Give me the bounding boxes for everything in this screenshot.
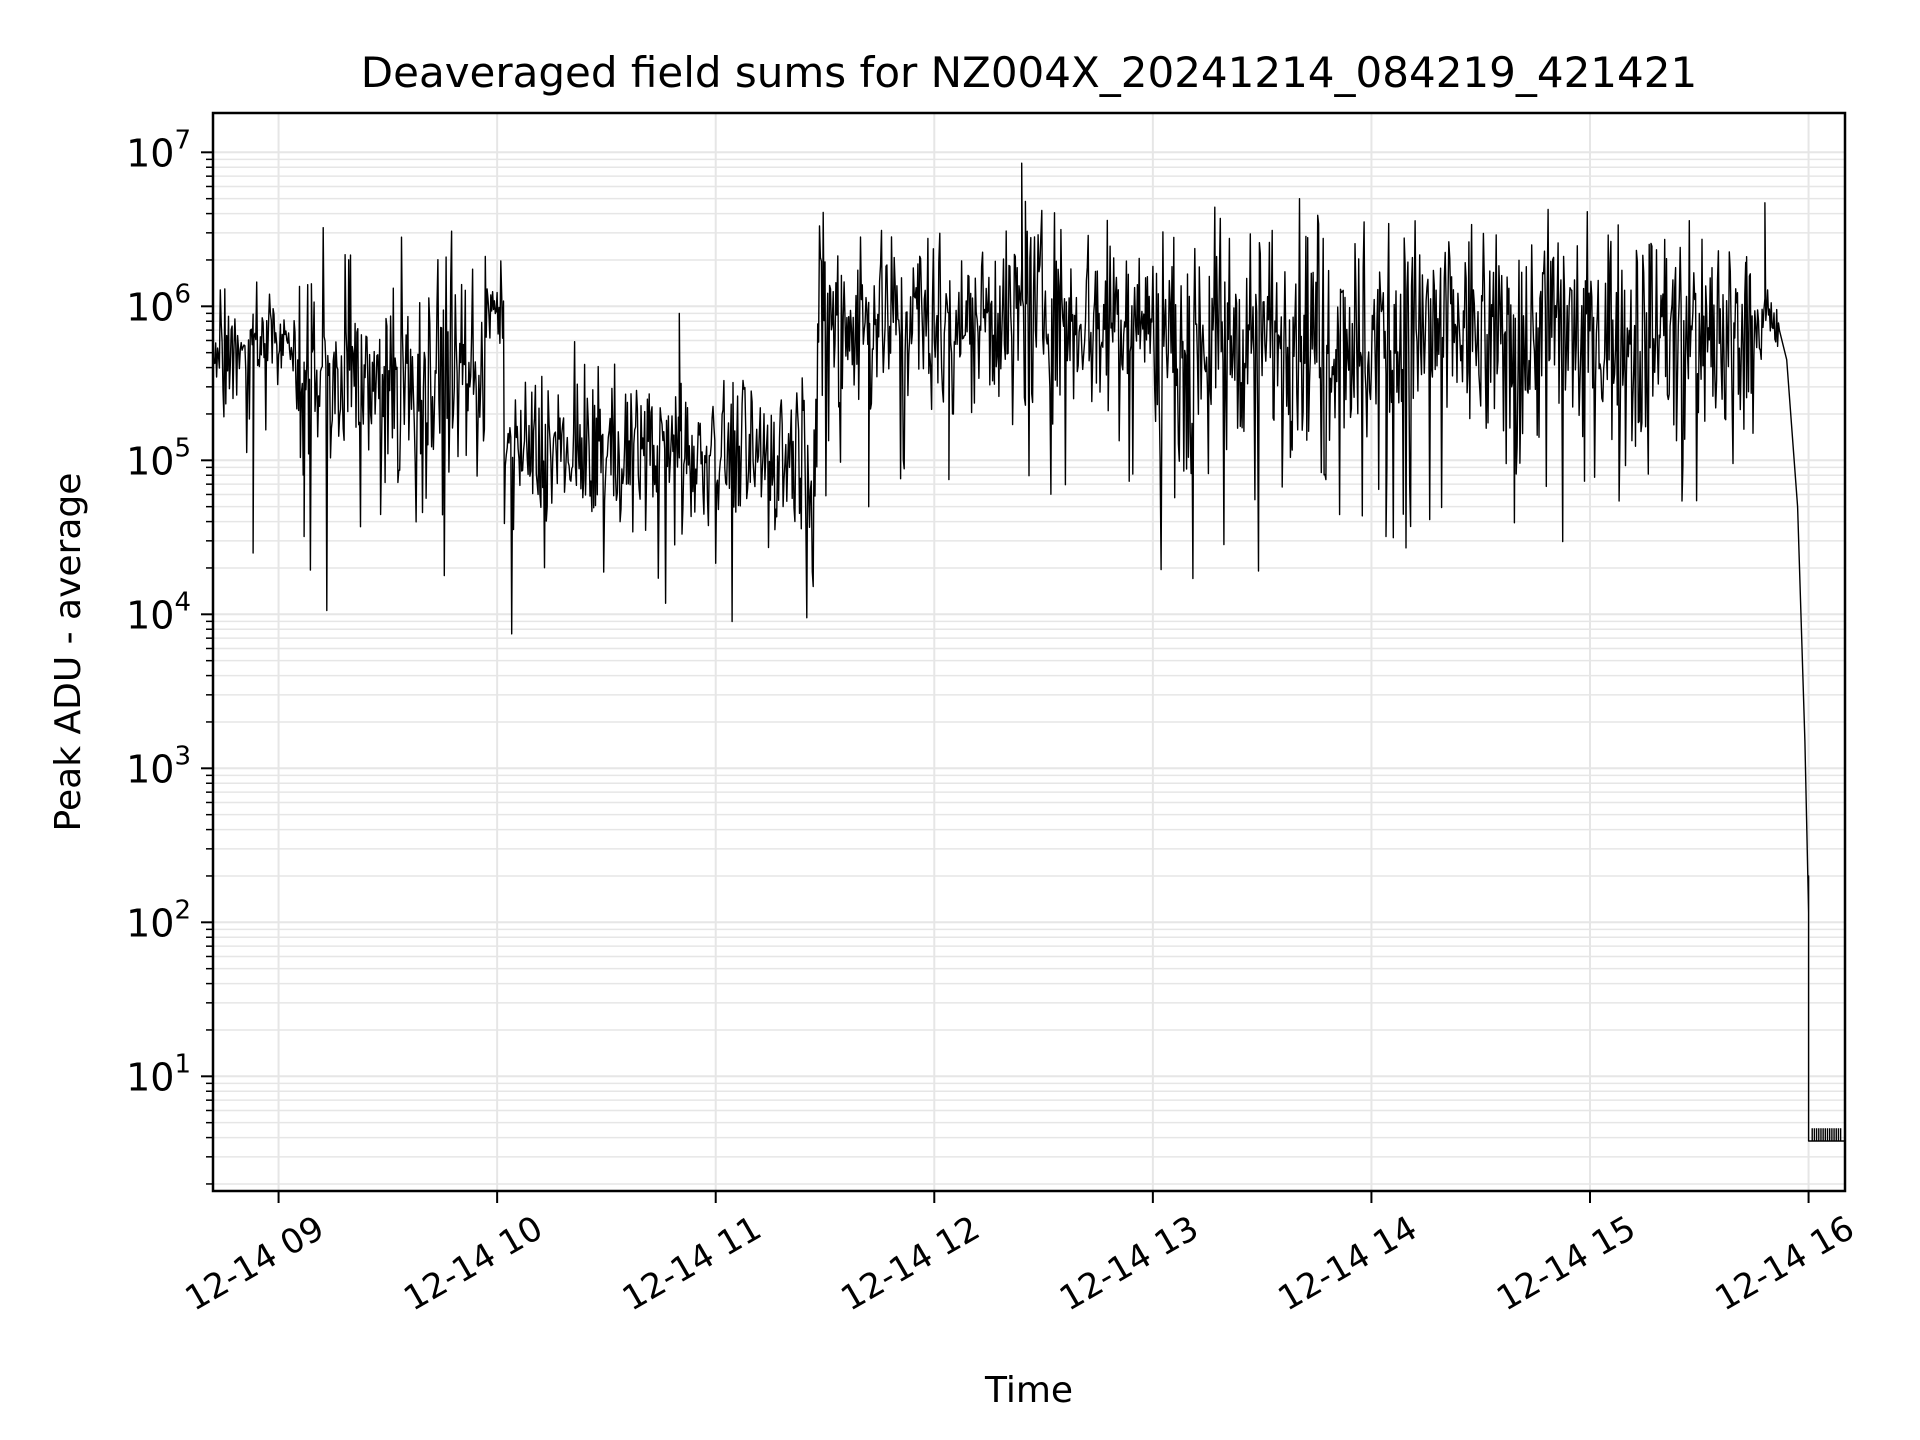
x-axis-label: Time [984, 1370, 1073, 1411]
data-layer [213, 162, 1845, 1142]
y-tick-label: 104 [126, 587, 191, 637]
y-tick-label: 105 [126, 433, 191, 483]
y-tick-label: 103 [126, 741, 191, 791]
plot-frame [211, 111, 1847, 1193]
series-line [213, 162, 1845, 1142]
y-tick-label: 107 [126, 125, 191, 175]
y-axis-label: Peak ADU - average [48, 473, 89, 832]
y-tick-label: 101 [126, 1049, 191, 1099]
chart-title: Deaveraged field sums for NZ004X_2024121… [361, 48, 1697, 97]
y-tick-label: 102 [126, 895, 191, 945]
y-tick-label: 106 [126, 279, 191, 329]
